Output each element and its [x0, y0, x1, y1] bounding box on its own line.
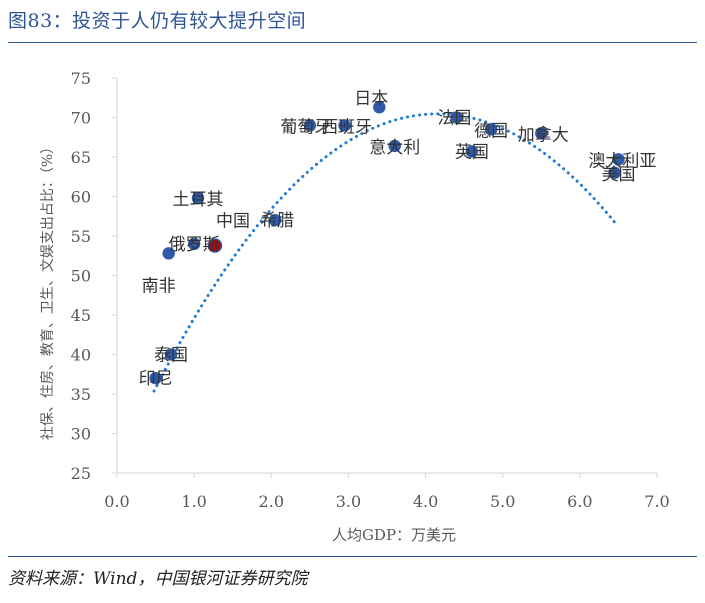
x-tick-label: 6.0	[567, 492, 592, 511]
data-point	[191, 191, 205, 205]
data-label: 土耳其	[173, 190, 224, 210]
source-rule	[8, 556, 697, 557]
data-point	[534, 126, 549, 141]
x-tick-label: 2.0	[259, 492, 284, 511]
data-point	[387, 139, 402, 153]
data-label: 葡萄牙	[280, 117, 331, 137]
y-tick-label: 75	[71, 69, 91, 88]
y-tick-label: 65	[71, 148, 91, 167]
data-label: 俄罗斯	[169, 235, 220, 255]
data-label: 南非	[142, 276, 176, 296]
data-points	[148, 100, 626, 385]
x-tick-label: 3.0	[336, 492, 361, 511]
y-tick-label: 30	[71, 425, 91, 444]
data-label: 泰国	[154, 346, 188, 366]
data-label: 法国	[437, 109, 471, 129]
scatter-chart: 25 30 35 40 45 50 55 60 65 70 75 0.0 1.0 2.0 3.0 4.0 5.0…	[40, 69, 670, 544]
data-point	[372, 100, 387, 114]
data-point	[268, 213, 282, 227]
y-tick-label: 50	[71, 267, 91, 286]
y-tick-label: 35	[71, 385, 91, 404]
x-tick-label: 1.0	[181, 492, 206, 511]
data-point	[484, 122, 498, 137]
y-tick-label: 45	[71, 306, 91, 325]
y-tick-label: 25	[71, 464, 91, 483]
title-rule	[8, 42, 697, 43]
x-axis-label: 人均GDP：万美元	[332, 526, 456, 544]
data-point	[303, 118, 317, 133]
data-point	[187, 237, 201, 251]
data-point	[164, 347, 178, 362]
data-label: 美国	[602, 165, 636, 185]
y-tick-label: 40	[71, 346, 91, 365]
data-label: 中国	[216, 211, 250, 231]
data-point	[207, 238, 223, 253]
source-note: 资料来源：Wind，中国银河证券研究院	[8, 569, 308, 589]
data-point	[611, 152, 626, 167]
x-tick-label: 0.0	[104, 492, 129, 511]
axes: 25 30 35 40 45 50 55 60 65 70 75 0.0 1.0 2.0 3.0 4.0 5.0…	[71, 69, 670, 511]
data-label: 西班牙	[321, 117, 372, 137]
x-tick-label: 7.0	[644, 492, 669, 511]
figure-title: 图83：投资于人仍有较大提升空间	[8, 10, 307, 32]
y-axis-label: 社保、住房、教育、卫生、文娱支出占比：（%）	[40, 140, 56, 440]
y-tick-label: 60	[71, 188, 91, 207]
data-label: 意大利	[369, 138, 420, 158]
trendline	[152, 112, 617, 393]
data-point	[465, 144, 479, 159]
x-tick-label: 5.0	[490, 492, 515, 511]
y-tick-label: 70	[71, 109, 91, 128]
data-point	[161, 246, 176, 261]
data-point	[148, 371, 163, 385]
y-tick-label: 55	[71, 227, 91, 246]
data-label: 德国	[474, 121, 508, 141]
data-label: 印尼	[139, 369, 173, 389]
data-label: 英国	[455, 142, 489, 162]
data-label: 日本	[354, 89, 388, 109]
data-label: 加拿大	[518, 124, 569, 145]
trendline-path	[152, 112, 617, 393]
x-tick-label: 4.0	[413, 492, 438, 511]
data-label: 澳大利亚	[588, 151, 656, 171]
data-point	[449, 110, 464, 125]
data-point	[337, 118, 352, 133]
data-label: 希腊	[260, 211, 294, 231]
data-point	[607, 166, 622, 180]
